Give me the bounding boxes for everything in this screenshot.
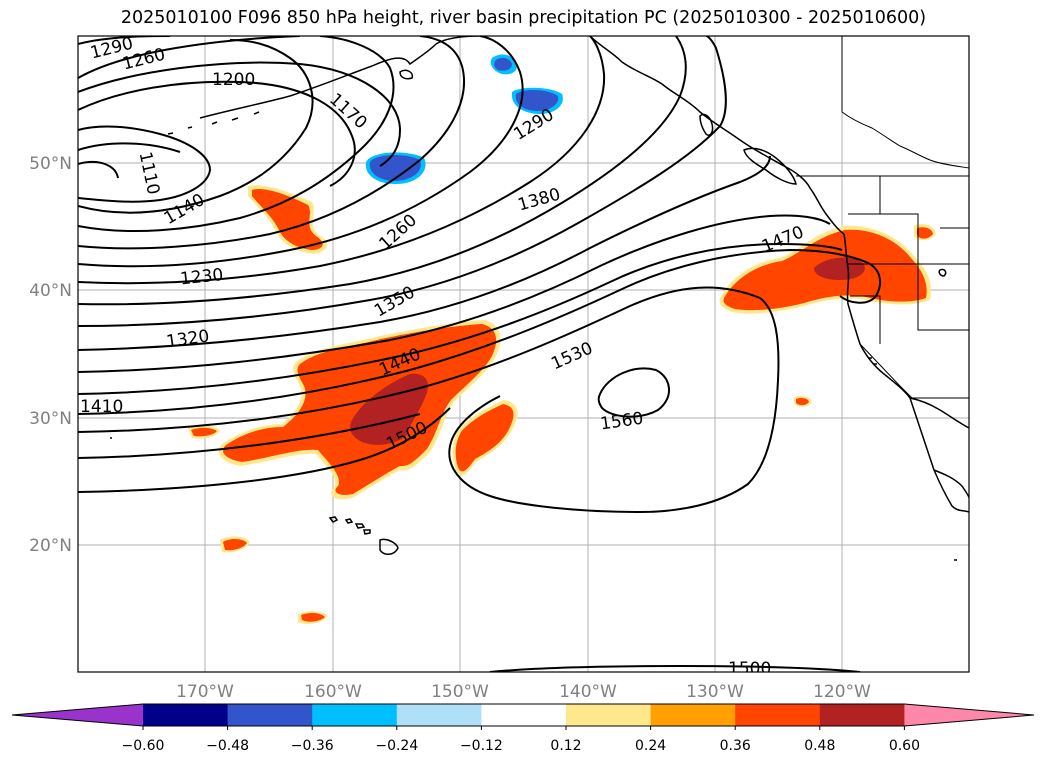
colorbar-segment	[481, 704, 567, 726]
colorbar-extend-high	[904, 704, 1034, 726]
height-contours	[78, 36, 882, 672]
lon-label: 120°W	[813, 682, 871, 702]
colorbar-segment	[312, 704, 398, 726]
colorbar-segment	[735, 704, 821, 726]
lon-label: 130°W	[686, 682, 744, 702]
colorbar-tick-label: 0.60	[889, 738, 920, 754]
map-title: 2025010100 F096 850 hPa height, river ba…	[120, 8, 927, 28]
contour-label: 1410	[80, 397, 123, 417]
lat-label: 20°N	[29, 536, 72, 556]
colorbar-tick-label: −0.48	[206, 738, 249, 754]
colorbar-tick-label: −0.36	[291, 738, 334, 754]
colorbar-segment	[650, 704, 736, 726]
contour-label: 1230	[179, 265, 224, 289]
colorbar-segment	[396, 704, 482, 726]
lat-label: 50°N	[29, 154, 72, 174]
colorbar: −0.60 −0.48 −0.36 −0.24 −0.12 0.12 0.24 0.36 0.4…	[11, 703, 1035, 754]
lon-label: 170°W	[176, 682, 234, 702]
colorbar-tick-label: 0.36	[720, 738, 751, 754]
colorbar-tick-label: −0.12	[460, 738, 503, 754]
lat-label: 30°N	[29, 409, 72, 429]
colorbar-tick-label: −0.60	[122, 738, 165, 754]
colorbar-tick-label: 0.12	[550, 738, 581, 754]
colorbar-segment	[819, 704, 905, 726]
longitude-labels: 170°W 160°W 150°W 140°W 130°W 120°W	[176, 682, 871, 702]
plot-area	[78, 36, 969, 672]
latitude-labels: 50°N 40°N 30°N 20°N	[29, 154, 72, 556]
borders	[796, 36, 969, 399]
colorbar-segment	[566, 704, 652, 726]
lat-label: 40°N	[29, 281, 72, 301]
contour-label: 1500	[728, 659, 771, 679]
colorbar-tick-label: 0.48	[804, 738, 835, 754]
plot-frame	[77, 35, 970, 673]
colorbar-segment	[227, 704, 313, 726]
colorbar-tick-label: 0.24	[635, 738, 666, 754]
colorbar-segment	[143, 704, 229, 726]
lon-label: 150°W	[431, 682, 489, 702]
colorbar-extend-low	[12, 704, 143, 726]
contour-label: 1200	[212, 70, 255, 90]
lon-label: 140°W	[559, 682, 617, 702]
colorbar-tick-label: −0.24	[375, 738, 418, 754]
lon-label: 160°W	[304, 682, 362, 702]
